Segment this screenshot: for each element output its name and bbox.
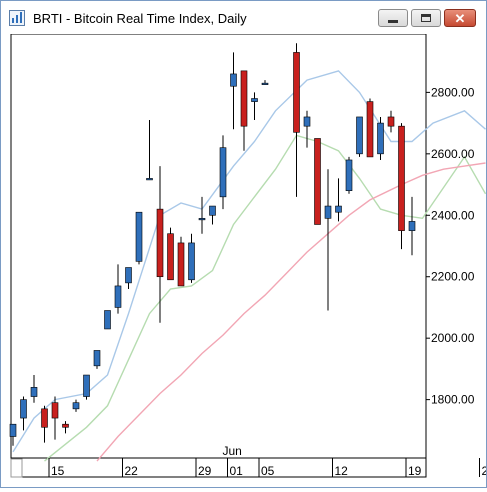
candle-up: [146, 178, 153, 181]
month-label: Jun: [223, 444, 242, 458]
minimize-button[interactable]: [378, 9, 408, 27]
plot-border: [10, 33, 427, 459]
maximize-button[interactable]: [411, 9, 441, 27]
candle-up: [230, 73, 237, 87]
candle-down: [398, 125, 405, 231]
y-tick-label: 2400.00: [431, 208, 475, 222]
candle-up: [261, 82, 269, 85]
x-axis-border: [10, 457, 427, 478]
candle-down: [41, 408, 48, 428]
chart-area[interactable]: 1800.00 2000.00 2200.00 2400.00 2600.00 2800.…: [1, 33, 487, 487]
x-tick-label: 12: [335, 464, 349, 478]
scroll-thumb[interactable]: [10, 458, 23, 478]
candle-down: [240, 70, 248, 127]
candle-up: [209, 205, 216, 216]
chart-app-icon: [9, 10, 25, 26]
candle-up: [345, 159, 353, 191]
x-tick-label: 19: [408, 464, 422, 478]
candle-down: [387, 116, 395, 127]
moving-average-line-ma_mid: [44, 134, 487, 462]
candle-up: [135, 211, 143, 262]
candle-up: [188, 242, 195, 281]
candle-up: [93, 350, 101, 367]
candle-up: [251, 98, 258, 102]
candle-up: [114, 285, 122, 308]
candle-down: [314, 138, 321, 225]
candle-down: [293, 52, 300, 133]
x-tick-label: 05: [261, 464, 275, 478]
x-tick-label: 29: [198, 464, 212, 478]
window-title: BRTI - Bitcoin Real Time Index, Daily: [33, 11, 247, 26]
candle-up: [219, 147, 227, 198]
candle-down: [177, 242, 185, 287]
candle-up: [9, 423, 17, 437]
moving-average-line-ma_slow: [96, 162, 486, 462]
candle-up: [324, 205, 332, 219]
close-button[interactable]: ✕: [444, 9, 476, 27]
candle-down: [156, 208, 164, 278]
moving-average-line-ma_fast: [12, 70, 486, 453]
candlestick-chart[interactable]: 1800.00 2000.00 2200.00 2400.00 2600.00 2800.…: [1, 33, 487, 487]
x-tick-label: 01: [230, 464, 244, 478]
y-tick-label: 2000.00: [431, 331, 475, 345]
candle-up: [408, 221, 416, 231]
candle-down: [62, 423, 69, 428]
candle-up: [20, 399, 27, 419]
close-icon: ✕: [454, 10, 466, 26]
candle-down: [167, 233, 174, 281]
candle-up: [335, 205, 342, 213]
candle-up: [83, 374, 90, 397]
maximize-icon: [421, 14, 431, 22]
candle-up: [72, 402, 80, 410]
candle-up: [30, 387, 38, 397]
candle-down: [366, 101, 374, 158]
minimize-icon: [388, 19, 398, 23]
x-tick-label: 15: [51, 464, 65, 478]
y-tick-label: 2600.00: [431, 147, 475, 161]
y-tick-label: 1800.00: [431, 393, 475, 407]
y-tick-label: 2200.00: [431, 270, 475, 284]
candle-down: [51, 402, 59, 419]
x-tick-label: 22: [125, 464, 139, 478]
x-tick-label: 26: [482, 464, 487, 478]
y-tick-label: 2800.00: [431, 85, 475, 99]
candle-up: [356, 116, 363, 155]
candle-up: [198, 218, 206, 221]
title-bar[interactable]: BRTI - Bitcoin Real Time Index, Daily ✕: [1, 1, 486, 34]
candle-up: [377, 122, 384, 155]
candle-up: [104, 310, 111, 330]
candle-up: [125, 267, 132, 284]
candle-up: [303, 116, 311, 127]
